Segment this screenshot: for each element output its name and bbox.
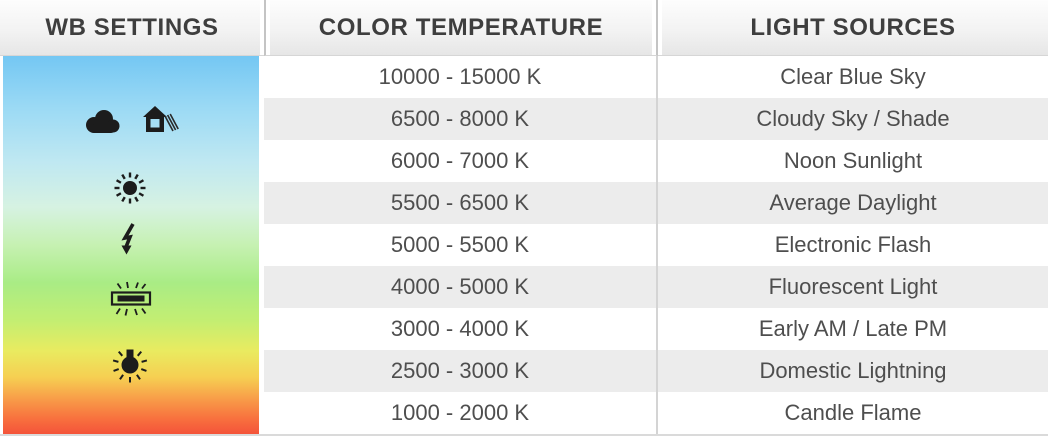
light-sources-column: Clear Blue Sky Cloudy Sky / Shade Noon S… bbox=[658, 56, 1048, 434]
temp-cell: 6000 - 7000 K bbox=[264, 140, 656, 182]
header-color-temperature: COLOR TEMPERATURE bbox=[264, 0, 658, 56]
temp-cell: 5500 - 6500 K bbox=[264, 182, 656, 224]
table-bottom-border bbox=[0, 434, 1048, 436]
table-header-row: WB SETTINGS COLOR TEMPERATURE LIGHT SOUR… bbox=[0, 0, 1048, 56]
flash-icon bbox=[121, 223, 135, 255]
table-body: 10000 - 15000 K 6500 - 8000 K 6000 - 700… bbox=[0, 56, 1048, 434]
temp-cell: 1000 - 2000 K bbox=[264, 392, 656, 434]
header-light-sources: LIGHT SOURCES bbox=[658, 0, 1048, 56]
temp-cell: 6500 - 8000 K bbox=[264, 98, 656, 140]
source-cell: Clear Blue Sky bbox=[658, 56, 1048, 98]
temp-cell: 2500 - 3000 K bbox=[264, 350, 656, 392]
tungsten-icon bbox=[112, 349, 148, 383]
source-cell: Candle Flame bbox=[658, 392, 1048, 434]
color-temperature-column: 10000 - 15000 K 6500 - 8000 K 6000 - 700… bbox=[264, 56, 658, 434]
shade-icon bbox=[143, 106, 179, 132]
source-cell: Cloudy Sky / Shade bbox=[658, 98, 1048, 140]
cloudy-icon bbox=[86, 110, 120, 133]
temp-cell: 10000 - 15000 K bbox=[264, 56, 656, 98]
sun-icon bbox=[114, 172, 146, 204]
source-cell: Noon Sunlight bbox=[658, 140, 1048, 182]
source-cell: Early AM / Late PM bbox=[658, 308, 1048, 350]
source-cell: Electronic Flash bbox=[658, 224, 1048, 266]
fluorescent-icon bbox=[110, 281, 152, 316]
header-wb-settings: WB SETTINGS bbox=[0, 0, 264, 56]
temp-cell: 5000 - 5500 K bbox=[264, 224, 656, 266]
temp-cell: 3000 - 4000 K bbox=[264, 308, 656, 350]
temp-cell: 4000 - 5000 K bbox=[264, 266, 656, 308]
wb-settings-column bbox=[0, 56, 264, 434]
source-cell: Fluorescent Light bbox=[658, 266, 1048, 308]
source-cell: Domestic Lightning bbox=[658, 350, 1048, 392]
source-cell: Average Daylight bbox=[658, 182, 1048, 224]
